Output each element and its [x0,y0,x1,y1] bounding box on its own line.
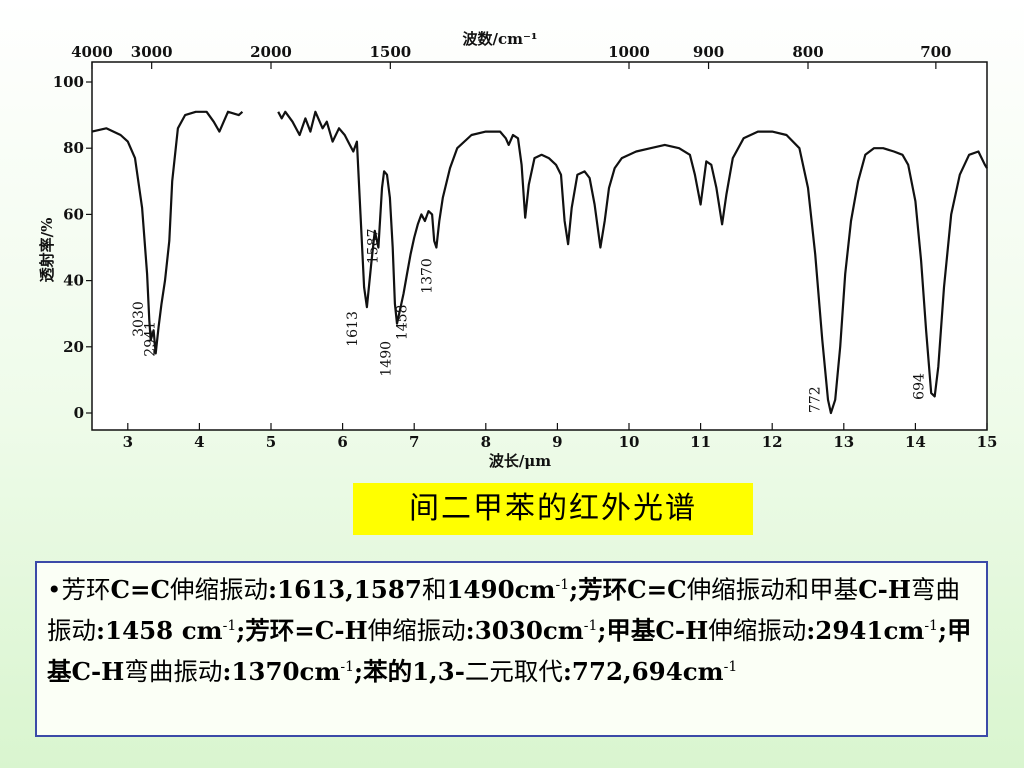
x-tick-label: 4 [194,433,204,451]
chart-caption: 间二甲苯的红外光谱 [353,483,753,535]
y-tick-label: 80 [63,139,84,157]
y-axis-label: 透射率/% [38,218,56,283]
spectrum-line [277,110,988,415]
top-tick-label: 800 [792,43,823,61]
top-tick-label: 3000 [131,43,173,61]
x-tick-label: 13 [833,433,854,451]
x-tick-label: 8 [481,433,491,451]
x-tick-label: 6 [337,433,347,451]
y-tick-label: 60 [63,205,84,223]
bullet: • [47,575,62,604]
assignment-notes: •芳环C=C伸缩振动:1613,1587和1490cm-1;芳环C=C伸缩振动和… [35,561,988,737]
top-axis-label: 波数/cm⁻¹ [463,30,538,48]
x-tick-label: 3 [123,433,133,451]
top-tick-label: 700 [920,43,951,61]
top-tick-label: 4000 [71,43,113,61]
x-tick-label: 12 [762,433,783,451]
ir-spectrum-chart: 波数/cm⁻¹ 波长/μm 透射率/% 4000 3000 2000 1500 1000… [38,30,998,470]
peak-label: 1370 [419,258,435,294]
peak-label: 772 [808,386,824,413]
y-tick-label: 40 [63,272,84,290]
x-tick-label: 9 [552,433,562,451]
x-tick-label: 5 [266,433,276,451]
peak-label: 694 [911,373,927,400]
spectrum-line [91,110,244,355]
peak-label: 1587 [366,228,382,264]
peak-label: 2941 [142,321,158,357]
y-tick-label: 20 [63,338,84,356]
peak-label: 1458 [394,305,410,341]
top-tick-label: 2000 [250,43,292,61]
x-axis-label: 波长/μm [489,452,551,470]
peak-label: 3030 [131,301,147,337]
top-tick-label: 1000 [608,43,650,61]
peak-label: 1490 [379,341,395,377]
peak-label: 1613 [345,311,361,347]
x-tick-label: 10 [619,433,640,451]
top-tick-label: 1500 [369,43,411,61]
x-tick-label: 7 [409,433,419,451]
y-tick-label: 0 [74,404,84,422]
top-tick-label: 900 [693,43,724,61]
y-tick-label: 100 [53,73,84,91]
x-tick-label: 15 [977,433,998,451]
x-tick-label: 11 [690,433,711,451]
x-tick-label: 14 [905,433,926,451]
